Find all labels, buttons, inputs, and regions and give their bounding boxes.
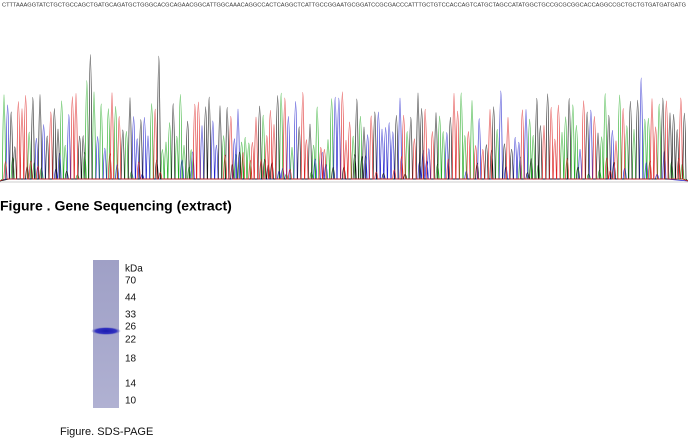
- trace: [0, 77, 688, 182]
- marker-label: 22: [125, 335, 137, 346]
- marker-label: 18: [125, 354, 137, 365]
- unit-label: kDa: [125, 264, 143, 275]
- marker-label: 70: [125, 276, 137, 287]
- marker-label: 26: [125, 322, 137, 333]
- sequencing-caption: Figure . Gene Sequencing (extract): [0, 198, 232, 214]
- marker-label: 14: [125, 379, 137, 390]
- marker-label: 33: [125, 310, 137, 321]
- marker-label: 10: [125, 396, 137, 407]
- gel-band: [91, 327, 121, 335]
- gel-caption: Figure. SDS-PAGE: [60, 426, 153, 438]
- sequence-text: CTTTAAAGGTATCTGCTGCCAGCTGATGCAGATGCTGGGC…: [2, 2, 686, 8]
- marker-label: 44: [125, 293, 137, 304]
- chromatogram: [0, 54, 688, 182]
- trace: [0, 91, 688, 182]
